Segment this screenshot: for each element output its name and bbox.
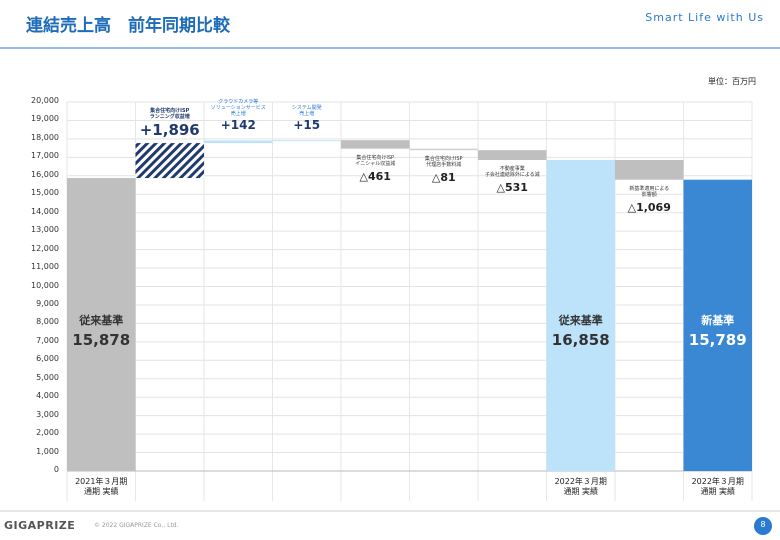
y-tick-label: 2,000 [36, 428, 59, 438]
y-tick-label: 19,000 [31, 114, 59, 124]
value-label: △1,069 [627, 200, 671, 214]
y-tick-label: 12,000 [31, 243, 59, 253]
unit-label: 単位：百万円 [708, 77, 756, 86]
value-label: 15,789 [688, 331, 747, 349]
y-tick-label: 3,000 [36, 409, 59, 419]
y-tick-label: 8,000 [36, 317, 59, 327]
bar [204, 140, 273, 144]
y-tick-label: 1,000 [36, 446, 59, 456]
logo-text: GIGAPRIZE [4, 519, 76, 532]
value-label: △81 [431, 171, 456, 185]
title: 連結売上高 前年同期比較 [26, 16, 230, 36]
y-tick-label: 13,000 [31, 225, 59, 235]
y-tick-label: 9,000 [36, 298, 59, 308]
value-label: △461 [359, 169, 391, 183]
y-tick-label: 7,000 [36, 335, 59, 345]
y-tick-label: 10,000 [31, 280, 59, 290]
bar [341, 140, 410, 149]
bar [683, 179, 752, 472]
tagline: Smart Life with Us [645, 11, 764, 24]
bar-label: 新基準適用による 影響額 [629, 185, 670, 198]
bar-label: システム開発 売上増 [291, 105, 322, 118]
y-tick-label: 16,000 [31, 169, 59, 179]
value-label: +142 [220, 118, 256, 133]
bar [272, 140, 341, 142]
bar [135, 143, 204, 179]
bar-label: 不動産事業 子会社連結除外による減 [484, 165, 540, 179]
x-tick-label: 2022年３月期 通期 実績 [554, 477, 607, 496]
y-tick-label: 11,000 [31, 262, 59, 272]
x-tick-label: 2022年３月期 通期 実績 [691, 477, 744, 496]
bar [615, 159, 684, 180]
x-tick-label: 2021年３月期 通期 実績 [75, 477, 128, 496]
bar-label: 新基準 [701, 314, 735, 327]
y-tick-label: 5,000 [36, 372, 59, 382]
bar-label: 従来基準 [79, 314, 124, 327]
bar-label: 集合住宅向けISP ランニング収益増 [149, 108, 190, 121]
value-label: +1,896 [139, 121, 200, 140]
y-tick-label: 6,000 [36, 354, 59, 364]
bar [478, 150, 547, 160]
value-label: 16,858 [551, 331, 610, 349]
y-tick-label: 17,000 [31, 151, 59, 161]
value-label: +15 [293, 118, 321, 133]
bar [67, 178, 136, 471]
y-tick-label: 18,000 [31, 132, 59, 142]
y-tick-label: 14,000 [31, 206, 59, 216]
bar-label: 従来基準 [558, 314, 603, 327]
y-tick-label: 4,000 [36, 391, 59, 401]
y-tick-label: 15,000 [31, 188, 59, 198]
bar-label: 集合住宅向けISP イニシャル収益減 [355, 154, 396, 167]
page-number: 8 [760, 520, 766, 529]
y-tick-label: 0 [53, 465, 59, 474]
bar [546, 159, 615, 471]
bar-label: クラウドカメラ等 ソリューションサービス 売上増 [210, 98, 266, 118]
y-tick-label: 20,000 [31, 96, 59, 105]
page-badge [754, 517, 772, 535]
bar-label: 集合住宅向けISP 代理店手数料減 [424, 156, 463, 169]
bar [409, 148, 478, 151]
copyright: © 2022 GIGAPRIZE Co., Ltd. [94, 522, 179, 529]
value-label: △531 [496, 180, 528, 194]
value-label: 15,878 [72, 331, 131, 349]
